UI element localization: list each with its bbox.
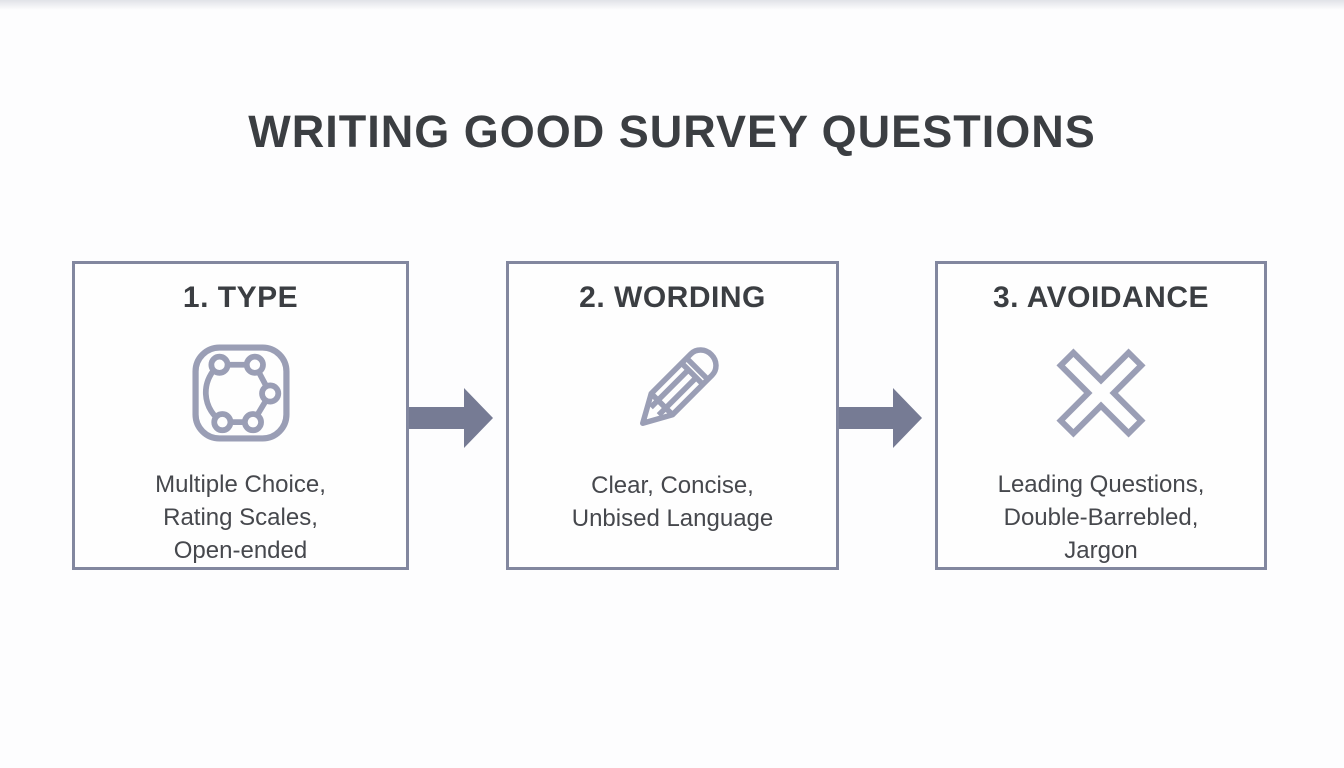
description-line: Jargon: [1064, 537, 1138, 564]
pencil-icon: [639, 347, 719, 426]
flow-connector: [409, 387, 506, 449]
flow-connector: [839, 387, 935, 449]
step-box-type: 1. TYPE Multiple Choice, Rating Scales, …: [72, 261, 409, 570]
step-title: 3. AVOIDANCE: [992, 281, 1210, 314]
description-line: Leading Questions,: [997, 471, 1205, 498]
step-description: Clear, Concise, Unbised Language: [572, 469, 774, 535]
survey-options-icon: [191, 343, 290, 442]
description-line: Rating Scales,: [163, 504, 318, 531]
icon-container: [616, 319, 730, 467]
icon-container: [1056, 319, 1146, 466]
top-shade: [0, 0, 1344, 10]
description-line: Double-Barrebled,: [1003, 504, 1199, 531]
description-line: Clear, Concise,: [591, 472, 754, 499]
step-box-avoidance: 3. AVOIDANCE Leading Questions, Double-B…: [935, 261, 1267, 570]
description-line: Multiple Choice,: [155, 471, 326, 498]
arrow-right-icon: [839, 387, 922, 448]
step-title: 2. WORDING: [579, 281, 766, 314]
arrow-right-icon: [409, 387, 493, 448]
step-title: 1. TYPE: [182, 281, 299, 314]
cross-icon: [1056, 347, 1146, 438]
icon-container: [186, 319, 296, 466]
description-line: Unbised Language: [571, 505, 774, 532]
page-title: WRITING GOOD SURVEY QUESTIONS: [248, 106, 1096, 157]
step-description: Multiple Choice, Rating Scales, Open-end…: [155, 468, 326, 567]
process-flow: 1. TYPE Multiple Choice, Rating Scales, …: [72, 261, 1267, 570]
step-box-wording: 2. WORDING Clear, Concise, Unbised Langu…: [506, 261, 839, 570]
step-description: Leading Questions, Double-Barrebled, Jar…: [998, 468, 1205, 567]
description-line: Open-ended: [173, 537, 308, 564]
